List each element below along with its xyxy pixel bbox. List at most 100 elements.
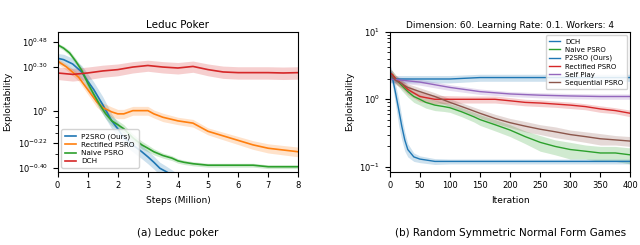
DCH bbox=[596, 76, 604, 79]
P2SRO (Ours) bbox=[90, 88, 97, 91]
Naive PSRO bbox=[551, 145, 559, 148]
Naive PSRO bbox=[476, 118, 484, 121]
DCH bbox=[69, 73, 77, 76]
Naive PSRO bbox=[102, 112, 109, 115]
DCH bbox=[264, 71, 272, 74]
Naive PSRO bbox=[446, 106, 454, 109]
P2SRO (Ours) bbox=[120, 136, 127, 139]
Self Play bbox=[446, 86, 454, 89]
P2SRO (Ours) bbox=[386, 68, 394, 71]
P2SRO (Ours) bbox=[60, 58, 67, 61]
P2SRO (Ours) bbox=[78, 71, 86, 73]
P2SRO (Ours) bbox=[536, 160, 544, 163]
P2SRO (Ours) bbox=[189, 181, 197, 184]
Naive PSRO bbox=[96, 103, 104, 106]
Naive PSRO bbox=[536, 141, 544, 144]
Naive PSRO bbox=[392, 77, 399, 80]
Naive PSRO bbox=[506, 129, 514, 132]
DCH bbox=[114, 68, 122, 71]
Naive PSRO bbox=[66, 51, 74, 54]
Naive PSRO bbox=[422, 101, 429, 104]
DCH bbox=[416, 77, 424, 80]
Line: Naive PSRO: Naive PSRO bbox=[58, 45, 298, 167]
Naive PSRO bbox=[596, 151, 604, 154]
Rectified PSRO bbox=[389, 74, 397, 76]
P2SRO (Ours) bbox=[294, 185, 302, 188]
DCH bbox=[386, 77, 394, 80]
Line: P2SRO (Ours): P2SRO (Ours) bbox=[58, 58, 298, 186]
P2SRO (Ours) bbox=[168, 173, 176, 176]
DCH bbox=[476, 76, 484, 79]
Sequential PSRO bbox=[611, 138, 619, 141]
DCH bbox=[294, 71, 302, 74]
Rectified PSRO bbox=[611, 109, 619, 112]
Naive PSRO bbox=[72, 60, 79, 62]
P2SRO (Ours) bbox=[566, 160, 574, 163]
Sequential PSRO bbox=[389, 76, 397, 79]
Rectified PSRO bbox=[491, 98, 499, 101]
P2SRO (Ours) bbox=[491, 160, 499, 163]
Rectified PSRO bbox=[144, 109, 152, 112]
Line: Self Play: Self Play bbox=[390, 79, 630, 97]
Self Play bbox=[627, 95, 634, 98]
Legend: DCH, Naive PSRO, P2SRO (Ours), Rectified PSRO, Self Play, Sequential PSRO: DCH, Naive PSRO, P2SRO (Ours), Rectified… bbox=[546, 35, 627, 89]
Line: P2SRO (Ours): P2SRO (Ours) bbox=[390, 69, 630, 161]
Rectified PSRO bbox=[108, 110, 116, 113]
P2SRO (Ours) bbox=[596, 160, 604, 163]
P2SRO (Ours) bbox=[108, 119, 116, 122]
Rectified PSRO bbox=[159, 116, 167, 119]
P2SRO (Ours) bbox=[461, 160, 468, 163]
Sequential PSRO bbox=[521, 125, 529, 128]
Rectified PSRO bbox=[294, 150, 302, 153]
P2SRO (Ours) bbox=[174, 177, 182, 180]
Sequential PSRO bbox=[566, 133, 574, 136]
Self Play bbox=[386, 77, 394, 80]
DCH bbox=[54, 72, 61, 74]
P2SRO (Ours) bbox=[114, 127, 122, 130]
Naive PSRO bbox=[389, 74, 397, 76]
Sequential PSRO bbox=[386, 74, 394, 76]
Sequential PSRO bbox=[416, 90, 424, 93]
Rectified PSRO bbox=[506, 99, 514, 102]
P2SRO (Ours) bbox=[416, 158, 424, 160]
P2SRO (Ours) bbox=[264, 185, 272, 188]
Rectified PSRO bbox=[174, 119, 182, 122]
Self Play bbox=[506, 92, 514, 95]
Title: Dimension: 60. Learning Rate: 0.1. Workers: 4: Dimension: 60. Learning Rate: 0.1. Worke… bbox=[406, 21, 614, 30]
P2SRO (Ours) bbox=[404, 148, 412, 151]
Line: DCH: DCH bbox=[58, 65, 298, 74]
Rectified PSRO bbox=[398, 82, 406, 85]
Naive PSRO bbox=[108, 119, 116, 122]
Self Play bbox=[566, 95, 574, 98]
DCH bbox=[250, 71, 257, 74]
Rectified PSRO bbox=[150, 112, 157, 115]
Naive PSRO bbox=[168, 157, 176, 159]
Naive PSRO bbox=[90, 93, 97, 96]
P2SRO (Ours) bbox=[627, 160, 634, 163]
DCH bbox=[129, 66, 137, 69]
Naive PSRO bbox=[386, 71, 394, 74]
Rectified PSRO bbox=[392, 77, 399, 80]
DCH bbox=[280, 72, 287, 74]
Naive PSRO bbox=[204, 164, 212, 167]
Naive PSRO bbox=[404, 90, 412, 93]
Line: Rectified PSRO: Rectified PSRO bbox=[390, 73, 630, 113]
DCH bbox=[446, 77, 454, 80]
Sequential PSRO bbox=[431, 95, 438, 98]
Y-axis label: Exploitability: Exploitability bbox=[3, 72, 12, 131]
Self Play bbox=[596, 95, 604, 98]
Rectified PSRO bbox=[129, 109, 137, 112]
Rectified PSRO bbox=[250, 143, 257, 146]
Line: Sequential PSRO: Sequential PSRO bbox=[390, 75, 630, 141]
P2SRO (Ours) bbox=[410, 155, 418, 158]
Sequential PSRO bbox=[627, 140, 634, 143]
Sequential PSRO bbox=[446, 101, 454, 104]
Naive PSRO bbox=[60, 47, 67, 50]
P2SRO (Ours) bbox=[250, 185, 257, 188]
Naive PSRO bbox=[138, 143, 146, 146]
P2SRO (Ours) bbox=[138, 150, 146, 153]
DCH bbox=[189, 65, 197, 68]
P2SRO (Ours) bbox=[180, 179, 188, 182]
DCH bbox=[174, 67, 182, 70]
Rectified PSRO bbox=[63, 66, 70, 69]
